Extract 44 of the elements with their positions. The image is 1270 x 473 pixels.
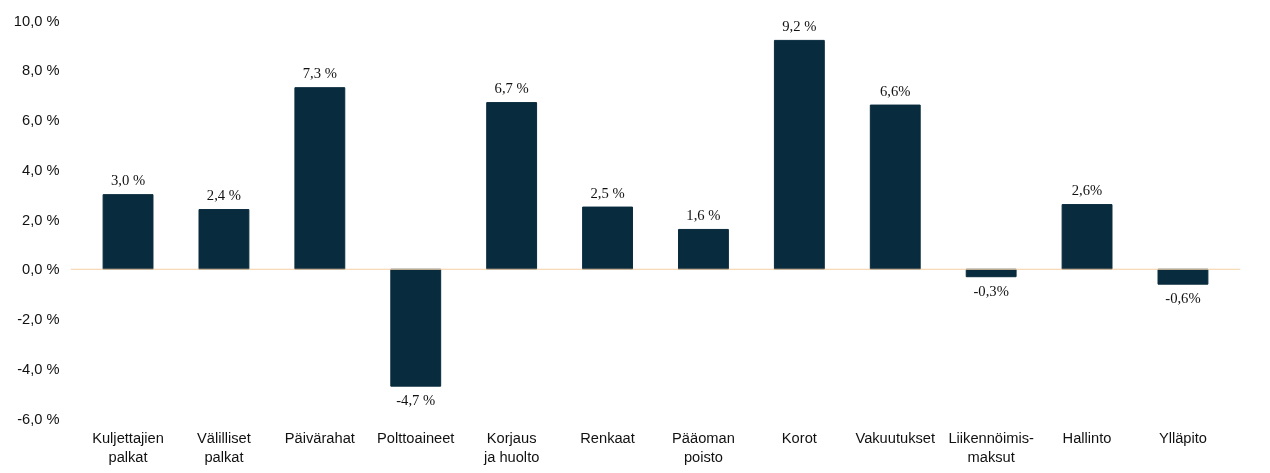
x-tick-label: Hallinto bbox=[1062, 429, 1112, 446]
bar bbox=[773, 39, 825, 270]
bar bbox=[102, 194, 154, 270]
data-label: 2,5 % bbox=[590, 184, 625, 201]
x-tick-label: Polttoaineet bbox=[377, 429, 455, 446]
data-label: 2,6% bbox=[1071, 182, 1103, 199]
y-tick-label: 6,0 % bbox=[22, 112, 60, 128]
data-label: 6,6% bbox=[879, 82, 911, 99]
y-tick-label: 0,0 % bbox=[22, 261, 60, 278]
data-label: 6,7 % bbox=[494, 80, 529, 97]
bar bbox=[869, 104, 921, 270]
x-tick-label: Korjaus ja huolto bbox=[482, 429, 540, 465]
data-label: 2,4 % bbox=[206, 187, 242, 204]
data-label: -0,3% bbox=[973, 282, 1009, 299]
x-tick-label: Renkaat bbox=[580, 429, 635, 446]
y-tick-label: 10,0 % bbox=[13, 12, 60, 29]
bar bbox=[1157, 268, 1209, 285]
data-label: -4,7 % bbox=[396, 392, 436, 409]
x-tick-label: Pääoman poisto bbox=[672, 429, 735, 465]
data-label: 9,2 % bbox=[782, 18, 817, 35]
bar bbox=[678, 228, 729, 270]
y-tick-label: 2,0 % bbox=[22, 211, 60, 228]
bar bbox=[294, 87, 346, 270]
x-tick-label: Liikennöimis-maksut bbox=[948, 429, 1035, 465]
x-tick-label: Välilliset palkat bbox=[197, 429, 251, 465]
x-tick-label: Korot bbox=[781, 429, 817, 446]
x-tick-label: Ylläpito bbox=[1158, 429, 1207, 446]
y-tick-label: -4,0 % bbox=[17, 360, 60, 377]
x-tick-label: Kuljettajien palkat bbox=[92, 429, 164, 465]
data-label: -0,6% bbox=[1165, 290, 1201, 307]
bar bbox=[390, 268, 442, 387]
bar bbox=[1061, 204, 1113, 270]
x-tick-label: Päivärahat bbox=[284, 429, 355, 446]
y-tick-label: -2,0 % bbox=[17, 311, 60, 327]
x-tick-label: Vakuutukset bbox=[855, 429, 936, 446]
y-tick-label: 8,0 % bbox=[22, 62, 60, 79]
data-label: 1,6 % bbox=[686, 207, 721, 224]
y-tick-label: 4,0 % bbox=[22, 161, 60, 178]
bar bbox=[198, 209, 250, 270]
y-tick-label: -6,0 % bbox=[17, 410, 60, 427]
data-label: 3,0 % bbox=[110, 172, 146, 189]
bar bbox=[486, 102, 538, 270]
data-label: 7,3 % bbox=[302, 65, 337, 82]
bar bbox=[582, 206, 633, 270]
